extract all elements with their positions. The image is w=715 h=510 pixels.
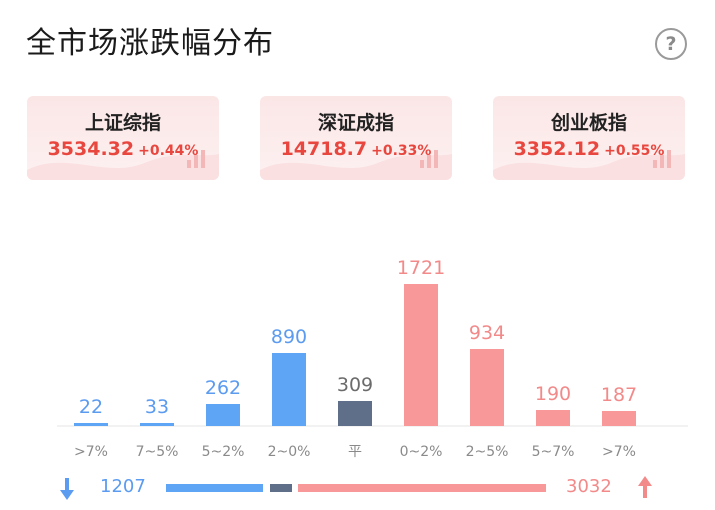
up-count: 3032 <box>566 476 612 497</box>
bar-3 <box>272 353 306 426</box>
index-card-cyb[interactable]: 创业板指 3352.12 +0.55% <box>493 96 685 180</box>
bar-8 <box>602 411 636 426</box>
index-change: +0.44% <box>138 143 199 159</box>
page-title: 全市场涨跌幅分布 <box>26 26 274 61</box>
mini-chart-icon <box>187 150 205 168</box>
wave-decoration-icon <box>260 154 452 180</box>
category-label: 5~7% <box>532 444 575 460</box>
bar-7 <box>536 410 570 426</box>
mini-chart-icon <box>420 150 438 168</box>
bar-value-label: 33 <box>145 396 169 418</box>
mini-chart-icon <box>653 150 671 168</box>
index-price: 14718.7 <box>280 138 368 160</box>
bar-value-label: 934 <box>469 322 505 344</box>
down-count: 1207 <box>100 476 146 497</box>
bar-value-label: 190 <box>535 383 571 405</box>
bar-4 <box>338 401 372 426</box>
bar-5 <box>404 284 438 426</box>
wave-decoration-icon <box>493 154 685 180</box>
bar-value-label: 1721 <box>397 257 445 279</box>
up-ratio-bar <box>298 484 546 492</box>
wave-decoration-icon <box>27 154 219 180</box>
bar-value-label: 309 <box>337 374 373 396</box>
bar-value-label: 187 <box>601 384 637 406</box>
down-ratio-bar <box>166 484 263 492</box>
index-change: +0.55% <box>604 143 665 159</box>
category-label: 0~2% <box>400 444 443 460</box>
index-price: 3352.12 <box>513 138 601 160</box>
category-label: 2~5% <box>466 444 509 460</box>
category-label: >7% <box>74 444 108 460</box>
index-price: 3534.32 <box>47 138 135 160</box>
index-name: 创业板指 <box>550 112 627 134</box>
category-label: 2~0% <box>268 444 311 460</box>
arrow-down-icon <box>60 478 74 500</box>
index-name: 深证成指 <box>317 112 394 134</box>
flat-ratio-bar <box>270 484 292 492</box>
bar-2 <box>206 404 240 426</box>
category-label: 7~5% <box>136 444 179 460</box>
index-card-sh[interactable]: 上证综指 3534.32 +0.44% <box>27 96 219 180</box>
bar-value-label: 262 <box>205 377 241 399</box>
index-card-sz[interactable]: 深证成指 14718.7 +0.33% <box>260 96 452 180</box>
bar-value-label: 22 <box>79 396 103 418</box>
index-change: +0.33% <box>371 143 432 159</box>
category-label: >7% <box>602 444 636 460</box>
arrow-up-icon <box>638 476 652 498</box>
bar-0 <box>74 423 108 426</box>
index-name: 上证综指 <box>84 112 161 134</box>
category-label: 5~2% <box>202 444 245 460</box>
bar-1 <box>140 423 174 426</box>
category-label: 平 <box>348 444 362 460</box>
bar-value-label: 890 <box>271 326 307 348</box>
distribution-chart: 22 >7% 33 7~5% 262 5~2% 890 2~0% 309 平 1721 0~2% 934… <box>57 257 688 460</box>
bar-6 <box>470 349 504 426</box>
question-circle-icon[interactable]: ? <box>655 28 687 60</box>
